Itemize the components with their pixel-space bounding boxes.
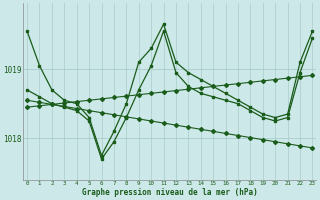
X-axis label: Graphe pression niveau de la mer (hPa): Graphe pression niveau de la mer (hPa) [82, 188, 258, 197]
